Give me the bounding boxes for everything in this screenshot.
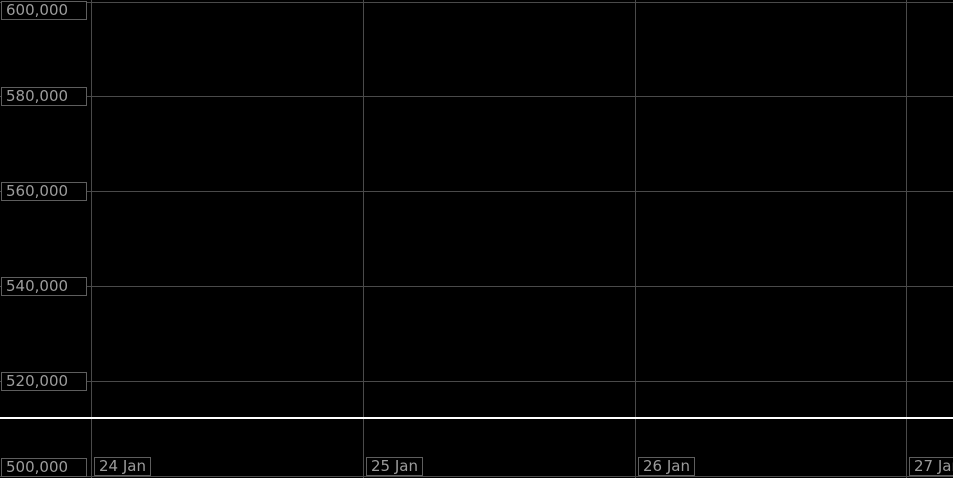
gridline-horizontal [0, 2, 953, 3]
y-axis-tick-label: 500,000 [1, 458, 87, 477]
y-axis-tick-label: 580,000 [1, 87, 87, 106]
x-axis-tick-label: 26 Jan [638, 457, 695, 476]
gridline-horizontal [0, 191, 953, 192]
gridline-vertical [363, 0, 364, 478]
gridline-vertical [635, 0, 636, 478]
x-axis-tick-label: 24 Jan [94, 457, 151, 476]
gridline-horizontal [0, 96, 953, 97]
gridline-horizontal [0, 381, 953, 382]
x-axis-tick-label: 25 Jan [366, 457, 423, 476]
y-axis-tick-label: 540,000 [1, 277, 87, 296]
x-axis-tick-label: 27 Jan [909, 457, 953, 476]
series-line [0, 417, 953, 419]
gridline-vertical [906, 0, 907, 478]
y-axis-tick-label: 560,000 [1, 182, 87, 201]
y-axis-tick-label: 520,000 [1, 372, 87, 391]
gridline-horizontal [0, 286, 953, 287]
y-axis-tick-label: 600,000 [1, 1, 87, 20]
gridline-horizontal [0, 476, 953, 477]
gridline-vertical [91, 0, 92, 478]
